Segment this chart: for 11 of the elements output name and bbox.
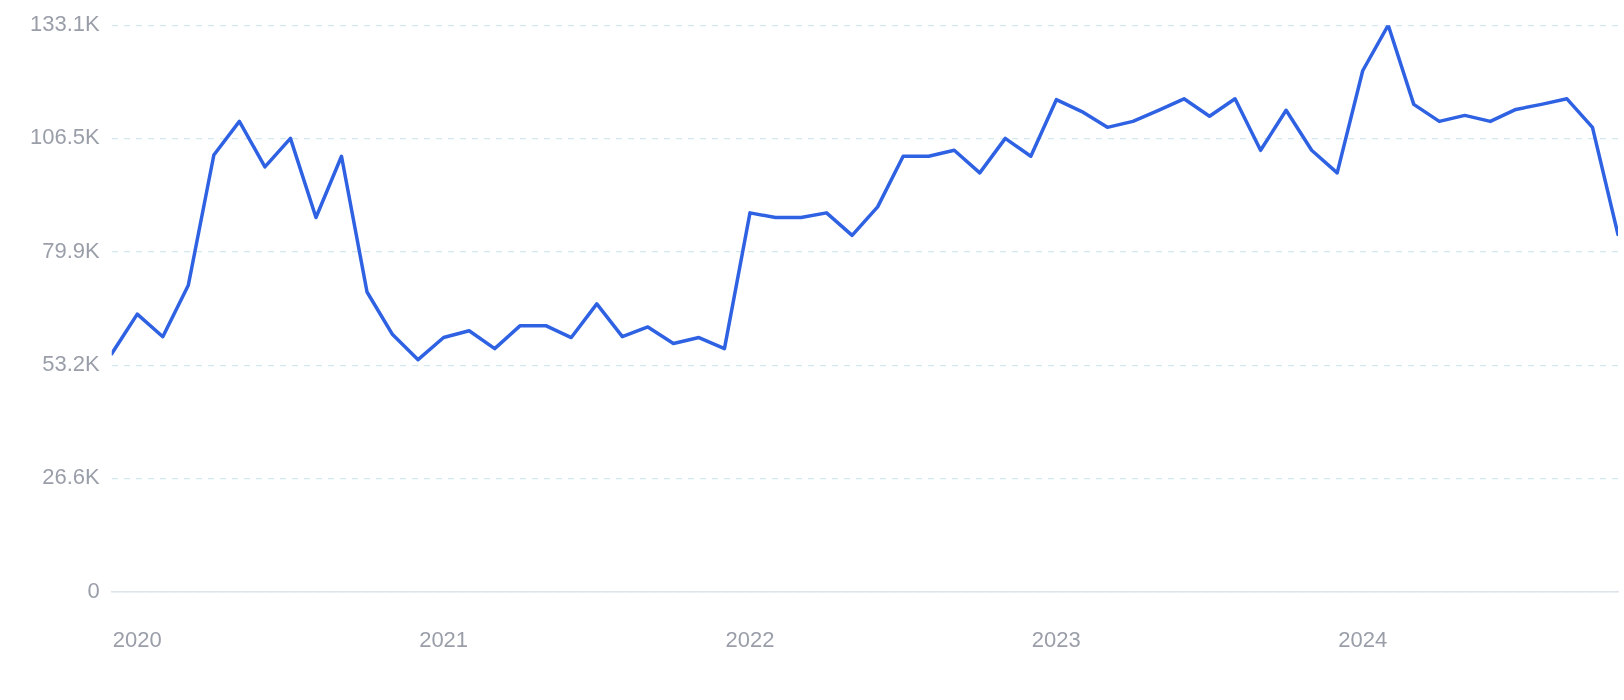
x-tick-label: 2022 xyxy=(725,626,775,652)
y-tick-label: 26.6K xyxy=(42,464,101,490)
x-tick-label: 2023 xyxy=(1031,626,1081,652)
y-tick-label: 106.5K xyxy=(29,124,101,150)
x-tick-label: 2020 xyxy=(112,626,162,652)
y-tick-label: 79.9K xyxy=(42,237,101,263)
y-tick-label: 0 xyxy=(87,577,100,603)
y-tick-label: 133.1K xyxy=(29,11,101,37)
y-tick-label: 53.2K xyxy=(42,351,101,377)
x-tick-label: 2024 xyxy=(1338,626,1388,652)
x-tick-label: 2021 xyxy=(419,626,469,652)
